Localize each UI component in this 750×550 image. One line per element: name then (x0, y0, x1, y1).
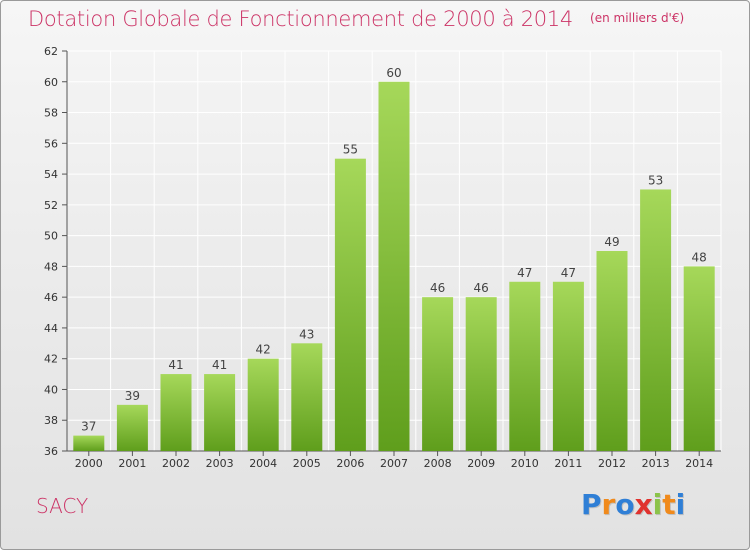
y-tick-label: 58 (44, 107, 58, 120)
x-tick-label: 2010 (511, 457, 539, 470)
x-tick-label: 2009 (467, 457, 495, 470)
bar (247, 358, 279, 451)
proxiti-logo: Proxiti (581, 488, 685, 521)
x-tick-label: 2007 (380, 457, 408, 470)
logo-letter: r (601, 488, 616, 521)
chart-title-text: Dotation Globale de Fonctionnement de 20… (28, 7, 573, 31)
bar (596, 251, 628, 451)
logo-letter: i (652, 488, 663, 521)
bar (160, 374, 192, 451)
y-tick-label: 40 (44, 383, 58, 396)
bar (640, 189, 672, 451)
logo-letter: x (634, 488, 653, 521)
y-tick-label: 62 (44, 45, 58, 58)
bar (465, 297, 497, 451)
logo-letter: P (581, 488, 602, 521)
chart-title: Dotation Globale de Fonctionnement de 20… (28, 7, 684, 31)
y-tick-label: 36 (44, 445, 58, 458)
labels: 36 38 40 42 44 46 48 50 52 54 56 58 60 62 37 2000 39 2001… (44, 45, 713, 470)
data-label: 43 (299, 327, 314, 341)
data-label: 42 (256, 343, 271, 357)
bar (334, 158, 366, 451)
data-label: 39 (125, 389, 140, 403)
logo-letter: t (662, 488, 676, 521)
data-label: 41 (212, 358, 227, 372)
y-tick-label: 38 (44, 414, 58, 427)
logo-letter: o (615, 488, 635, 521)
x-tick-label: 2014 (685, 457, 713, 470)
data-label: 47 (517, 266, 532, 280)
bar (422, 297, 454, 451)
bar (509, 281, 541, 451)
x-tick-label: 2006 (336, 457, 364, 470)
logo-letter: i (675, 488, 686, 521)
y-tick-label: 56 (44, 137, 58, 150)
x-tick-label: 2001 (118, 457, 146, 470)
x-tick-label: 2003 (206, 457, 234, 470)
data-label: 53 (648, 173, 663, 187)
x-tick-label: 2013 (642, 457, 670, 470)
x-tick-label: 2004 (249, 457, 277, 470)
y-tick-label: 60 (44, 76, 58, 89)
data-label: 55 (343, 143, 358, 157)
y-tick-label: 52 (44, 199, 58, 212)
bars (73, 81, 715, 452)
data-label: 60 (386, 66, 401, 80)
commune-name: SACY (36, 494, 89, 518)
data-label: 48 (692, 250, 707, 264)
bar (204, 374, 236, 451)
bar (552, 281, 584, 451)
y-tick-label: 46 (44, 291, 58, 304)
chart-unit-note: (en milliers d'€) (590, 11, 685, 25)
data-label: 46 (474, 281, 489, 295)
y-tick-label: 48 (44, 260, 58, 273)
bar (73, 435, 105, 451)
y-tick-label: 42 (44, 353, 58, 366)
x-tick-label: 2011 (554, 457, 582, 470)
data-label: 49 (604, 235, 619, 249)
x-tick-label: 2008 (424, 457, 452, 470)
y-tick-label: 54 (44, 168, 58, 181)
bar (378, 81, 410, 452)
x-tick-label: 2000 (75, 457, 103, 470)
bar (291, 343, 323, 451)
x-tick-label: 2012 (598, 457, 626, 470)
data-label: 46 (430, 281, 445, 295)
x-tick-label: 2005 (293, 457, 321, 470)
bar (683, 266, 715, 451)
y-tick-label: 44 (44, 322, 58, 335)
data-label: 37 (81, 420, 96, 434)
x-tick-label: 2002 (162, 457, 190, 470)
y-tick-label: 50 (44, 230, 58, 243)
data-label: 41 (168, 358, 183, 372)
data-label: 47 (561, 266, 576, 280)
bar (116, 404, 148, 451)
